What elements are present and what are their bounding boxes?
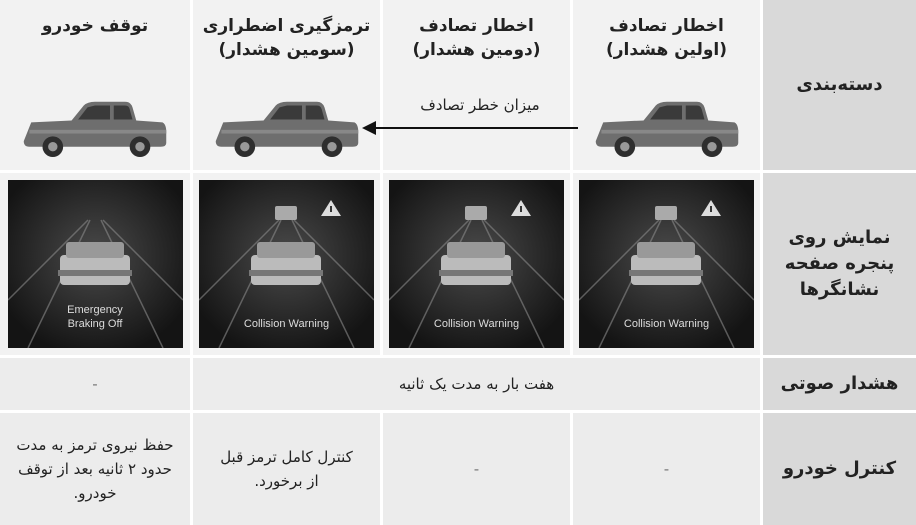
control-cell: کنترل کامل ترمز قبل از برخورد. [193,413,380,525]
column-subtitle: (دومین هشدار) [412,40,541,60]
row-header: نمایش روی پنجره صفحه نشانگرها [763,173,916,355]
car-icon [592,94,742,160]
column-title: اخطار تصادف [609,16,724,36]
column-header: توقف خودرو [0,0,190,170]
row-header: کنترل خودرو [763,413,916,525]
car-icon [20,94,170,160]
display-cell: Collision Warning [193,173,380,355]
control-cell: - [573,413,760,525]
car-icon [212,94,362,160]
control-cell: - [383,413,570,525]
column-title: ترمزگیری اضطراری [202,16,371,36]
display-message: Emergency Braking Off [67,304,123,330]
control-cell: حفظ نیروی ترمز به مدت حدود ۲ ثانیه بعد ا… [0,413,190,525]
display-cell: Emergency Braking Off [0,173,190,355]
display-message: Collision Warning [623,318,710,330]
sound-cell: - [0,358,190,410]
column-subtitle: (سومین هشدار) [218,40,355,60]
column-title: توقف خودرو [41,16,149,36]
row-header: دسته‌بندی [763,0,916,170]
display-cell: Collision Warning [383,173,570,355]
column-header: اخطار تصادف (دومین هشدار) [383,0,570,170]
column-header: ترمزگیری اضطراری (سومین هشدار) [193,0,380,170]
display-cell: Collision Warning [573,173,760,355]
risk-label: میزان خطر تصادف [420,96,540,114]
column-title: اخطار تصادف [419,16,534,36]
column-header: اخطار تصادف (اولین هشدار) [573,0,760,170]
display-message: Collision Warning [243,318,330,330]
row-header: هشدار صوتی [763,358,916,410]
sound-cell: هفت بار به مدت یک ثانیه [193,358,760,410]
display-message: Collision Warning [433,318,520,330]
column-subtitle: (اولین هشدار) [606,40,727,60]
risk-arrow [362,121,578,135]
